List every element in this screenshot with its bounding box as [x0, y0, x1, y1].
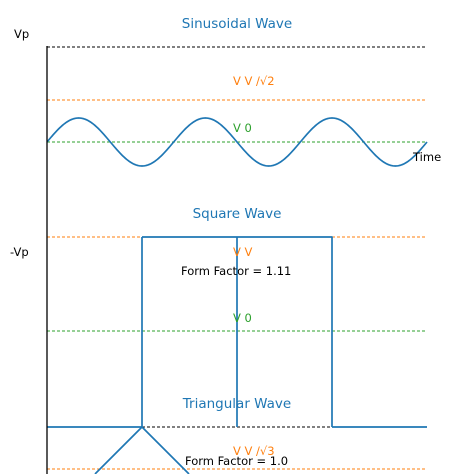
sine-title: Sinusoidal Wave: [182, 16, 292, 32]
square-title: Square Wave: [193, 206, 282, 222]
annotation-square-peak: V V: [233, 245, 253, 259]
triangle-wave-line: [94, 426, 190, 474]
annotation-sine-rms: V V /√2: [233, 74, 275, 88]
annotation-square-zero: V 0: [233, 311, 252, 325]
y-label-negative-peak: -Vp: [10, 245, 29, 259]
annotation-square-form-factor: Form Factor = 1.11: [181, 264, 291, 278]
annotation-triangle-rms: V V /√3: [233, 444, 275, 458]
sine-wave-line: [46, 117, 428, 167]
y-label-peak: Vp: [14, 27, 29, 41]
annotation-triangle-form-factor: Form Factor = 1.0: [185, 454, 288, 468]
annotation-sine-zero: V 0: [233, 121, 252, 135]
waveforms: [46, 117, 428, 474]
x-axis-label: Time: [412, 150, 441, 164]
